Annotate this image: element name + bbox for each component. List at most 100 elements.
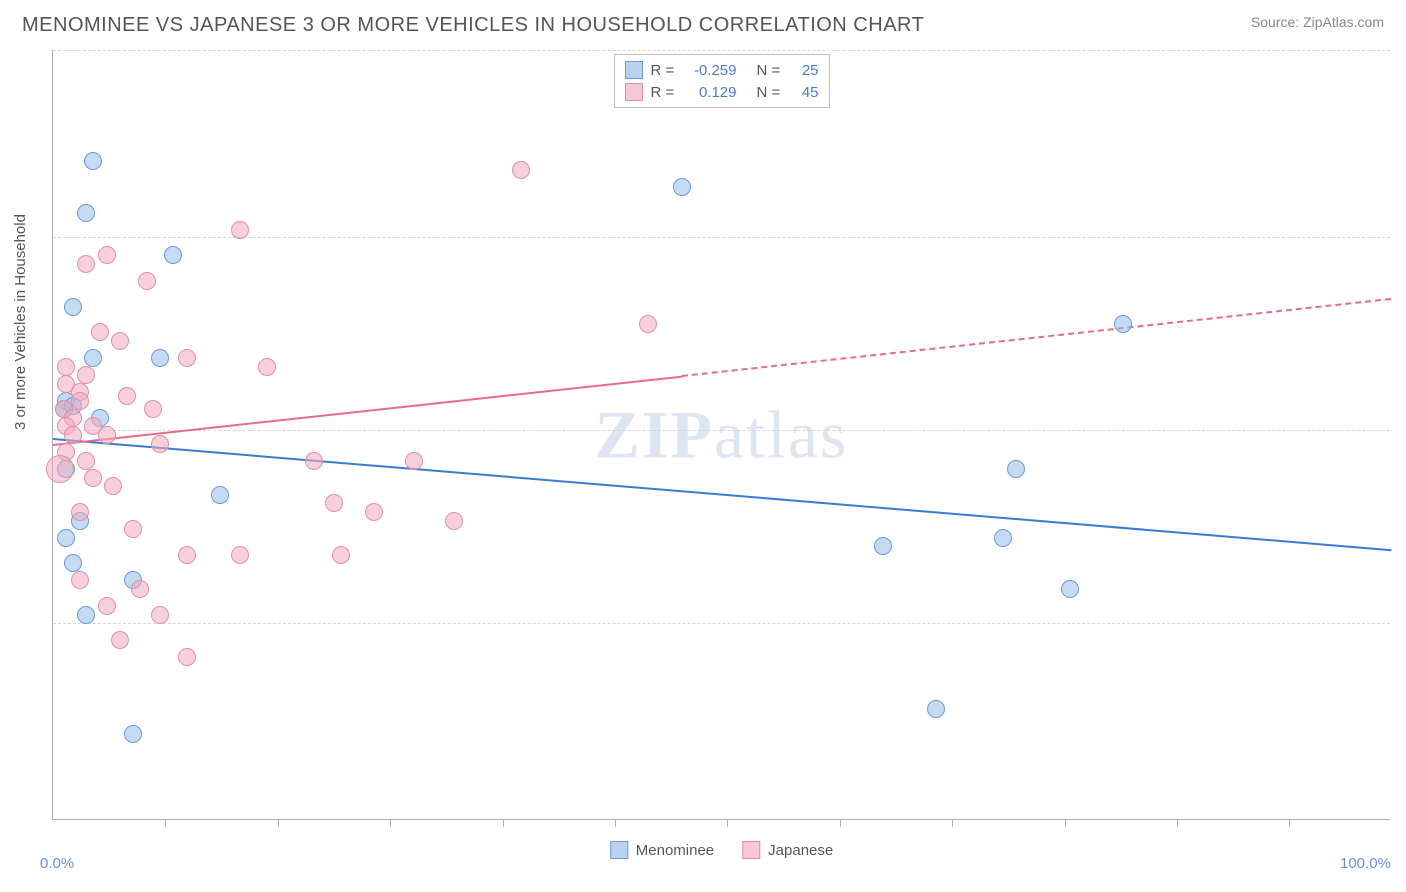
source-link[interactable]: Source: ZipAtlas.com (1251, 14, 1384, 30)
legend-item[interactable]: Menominee (610, 841, 714, 859)
data-point[interactable] (64, 298, 82, 316)
gridline (53, 50, 1390, 51)
data-point[interactable] (84, 349, 102, 367)
x-tick (727, 819, 728, 827)
data-point[interactable] (77, 204, 95, 222)
data-point[interactable] (98, 426, 116, 444)
legend-row: R = 0.129 N = 45 (625, 81, 819, 103)
x-tick (952, 819, 953, 827)
legend-swatch (625, 61, 643, 79)
trend-line (682, 298, 1391, 377)
data-point[interactable] (84, 469, 102, 487)
gridline (53, 430, 1390, 431)
data-point[interactable] (639, 315, 657, 333)
data-point[interactable] (151, 606, 169, 624)
x-tick (390, 819, 391, 827)
legend-n-label: N = (757, 84, 785, 101)
data-point[interactable] (512, 161, 530, 179)
data-point[interactable] (231, 546, 249, 564)
legend-n-value: 25 (793, 62, 819, 79)
data-point[interactable] (57, 529, 75, 547)
gridline (53, 623, 1390, 624)
watermark: ZIPatlas (595, 395, 849, 474)
data-point[interactable] (151, 435, 169, 453)
data-point[interactable] (151, 349, 169, 367)
data-point[interactable] (305, 452, 323, 470)
data-point[interactable] (77, 452, 95, 470)
legend-r-label: R = (651, 62, 679, 79)
data-point[interactable] (118, 387, 136, 405)
legend-item[interactable]: Japanese (742, 841, 833, 859)
data-point[interactable] (164, 246, 182, 264)
data-point[interactable] (84, 152, 102, 170)
data-point[interactable] (1007, 460, 1025, 478)
data-point[interactable] (1061, 580, 1079, 598)
data-point[interactable] (111, 631, 129, 649)
x-tick (840, 819, 841, 827)
x-tick (1065, 819, 1066, 827)
data-point[interactable] (91, 323, 109, 341)
data-point[interactable] (77, 606, 95, 624)
data-point[interactable] (71, 503, 89, 521)
data-point[interactable] (98, 246, 116, 264)
y-axis-label: 3 or more Vehicles in Household (12, 214, 29, 430)
data-point[interactable] (365, 503, 383, 521)
data-point[interactable] (64, 426, 82, 444)
x-tick (1289, 819, 1290, 827)
data-point[interactable] (46, 455, 74, 483)
legend-n-value: 45 (793, 84, 819, 101)
data-point[interactable] (64, 554, 82, 572)
legend-series: Menominee Japanese (610, 841, 833, 859)
legend-swatch (625, 83, 643, 101)
data-point[interactable] (874, 537, 892, 555)
data-point[interactable] (98, 597, 116, 615)
data-point[interactable] (178, 349, 196, 367)
legend-stats: R = -0.259 N = 25 R = 0.129 N = 45 (614, 54, 830, 108)
legend-r-label: R = (651, 84, 679, 101)
data-point[interactable] (124, 725, 142, 743)
x-tick (503, 819, 504, 827)
data-point[interactable] (405, 452, 423, 470)
data-point[interactable] (131, 580, 149, 598)
header: MENOMINEE VS JAPANESE 3 OR MORE VEHICLES… (0, 0, 1406, 43)
data-point[interactable] (332, 546, 350, 564)
data-point[interactable] (325, 494, 343, 512)
gridline (53, 237, 1390, 238)
chart-title: MENOMINEE VS JAPANESE 3 OR MORE VEHICLES… (22, 14, 924, 37)
legend-n-label: N = (757, 62, 785, 79)
data-point[interactable] (178, 546, 196, 564)
data-point[interactable] (178, 648, 196, 666)
x-axis-max-label: 100.0% (1340, 855, 1391, 872)
data-point[interactable] (211, 486, 229, 504)
data-point[interactable] (57, 358, 75, 376)
data-point[interactable] (104, 477, 122, 495)
data-point[interactable] (673, 178, 691, 196)
data-point[interactable] (77, 255, 95, 273)
legend-label: Menominee (636, 842, 714, 859)
data-point[interactable] (138, 272, 156, 290)
x-tick (165, 819, 166, 827)
data-point[interactable] (231, 221, 249, 239)
data-point[interactable] (71, 392, 89, 410)
x-tick (1177, 819, 1178, 827)
y-tick-label: 10.0% (1400, 614, 1406, 631)
data-point[interactable] (927, 700, 945, 718)
data-point[interactable] (124, 520, 142, 538)
trend-line (53, 438, 1391, 551)
data-point[interactable] (77, 366, 95, 384)
data-point[interactable] (144, 400, 162, 418)
data-point[interactable] (994, 529, 1012, 547)
data-point[interactable] (258, 358, 276, 376)
x-axis-min-label: 0.0% (40, 855, 74, 872)
data-point[interactable] (111, 332, 129, 350)
legend-r-value: 0.129 (687, 84, 737, 101)
legend-r-value: -0.259 (687, 62, 737, 79)
data-point[interactable] (71, 571, 89, 589)
legend-row: R = -0.259 N = 25 (625, 59, 819, 81)
x-tick (615, 819, 616, 827)
data-point[interactable] (1114, 315, 1132, 333)
y-tick-label: 40.0% (1400, 41, 1406, 58)
legend-label: Japanese (768, 842, 833, 859)
data-point[interactable] (445, 512, 463, 530)
y-tick-label: 30.0% (1400, 228, 1406, 245)
